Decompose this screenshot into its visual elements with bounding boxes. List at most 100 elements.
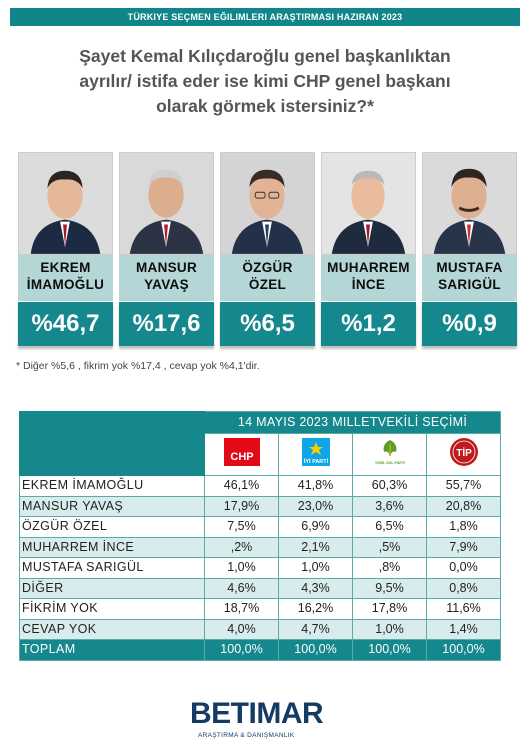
table-cell: 55,7%	[426, 475, 501, 497]
candidate-name-line: EKREM	[40, 260, 91, 275]
candidate-name-line: İMAMOĞLU	[26, 277, 105, 292]
brand-name: BETIMAR	[190, 697, 324, 730]
party-logo-cell: YEŞİL SOL PARTİ	[352, 433, 427, 476]
table-cell: 100,0%	[204, 639, 279, 661]
table-cell: 1,8%	[426, 516, 501, 538]
candidate-percent: %17,6	[119, 302, 214, 346]
table-cell: 11,6%	[426, 598, 501, 620]
row-label: FİKRİM YOK	[19, 598, 205, 620]
candidate-name-line: MUHARREM	[327, 260, 410, 275]
row-label: MUSTAFA SARIGÜL	[19, 557, 205, 579]
table-cell: 4,3%	[278, 577, 353, 599]
candidate-card: EKREM İMAMOĞLU %46,7	[18, 152, 113, 348]
table-cell: 23,0%	[278, 495, 353, 517]
table-cell: 4,6%	[204, 577, 279, 599]
question-line: ayrılır/ istifa eder ise kimi CHP genel …	[79, 71, 451, 91]
table-cell: 1,0%	[204, 557, 279, 579]
candidate-percent: %46,7	[18, 302, 113, 346]
candidate-name-line: YAVAŞ	[144, 277, 189, 292]
table-row: EKREM İMAMOĞLU 46,1% 41,8% 60,3% 55,7%	[19, 475, 501, 497]
person-portrait-icon	[120, 153, 213, 254]
candidate-name-line: MUSTAFA	[436, 260, 503, 275]
table-row: CEVAP YOK 4,0% 4,7% 1,0% 1,4%	[19, 618, 501, 640]
candidate-photo	[321, 152, 416, 255]
table-cell: 100,0%	[278, 639, 353, 661]
candidate-name: MUHARREM İNCE	[321, 255, 416, 301]
tip-logo-icon: TİP	[449, 437, 478, 466]
candidate-name-line: MANSUR	[135, 260, 198, 275]
candidate-photo	[18, 152, 113, 255]
row-label: DİĞER	[19, 577, 205, 599]
question-line: Şayet Kemal Kılıçdaroğlu genel başkanlık…	[79, 46, 451, 66]
candidate-percent: %6,5	[220, 302, 315, 346]
table-cell: 6,9%	[278, 516, 353, 538]
table-cell: 100,0%	[352, 639, 427, 661]
row-label: CEVAP YOK	[19, 618, 205, 640]
party-logo-cell: İYİ PARTİ	[278, 433, 353, 476]
candidate-name: MUSTAFA SARIGÜL	[422, 255, 517, 301]
table-cell: 1,0%	[352, 618, 427, 640]
person-portrait-icon	[221, 153, 314, 254]
table-cell: 9,5%	[352, 577, 427, 599]
table-cell: 7,9%	[426, 536, 501, 558]
betimar-logo: BETIMAR ARAŞTIRMA & DANIŞMANLIK	[180, 697, 350, 743]
row-label: TOPLAM	[19, 639, 205, 661]
candidate-cards: EKREM İMAMOĞLU %46,7 MANSUR YAVAŞ %17,6	[18, 152, 517, 352]
results-table: 14 MAYIS 2023 MILLETVEKİLİ SEÇİMİ CHP İY…	[19, 411, 501, 661]
table-cell: 20,8%	[426, 495, 501, 517]
table-cell: 17,9%	[204, 495, 279, 517]
person-portrait-icon	[423, 153, 516, 254]
party-logo-cell: TİP	[426, 433, 501, 476]
table-cell: 6,5%	[352, 516, 427, 538]
table-cell: 60,3%	[352, 475, 427, 497]
table-row: MUSTAFA SARIGÜL 1,0% 1,0% ,8% 0,0%	[19, 557, 501, 579]
row-label: MUHARREM İNCE	[19, 536, 205, 558]
candidate-card: ÖZGÜR ÖZEL %6,5	[220, 152, 315, 348]
table-cell: 0,0%	[426, 557, 501, 579]
party-logo-cell: CHP	[204, 433, 279, 476]
candidate-percent: %1,2	[321, 302, 416, 346]
candidate-card: MANSUR YAVAŞ %17,6	[119, 152, 214, 348]
table-cell: 0,8%	[426, 577, 501, 599]
table-header-row: 14 MAYIS 2023 MILLETVEKİLİ SEÇİMİ	[19, 411, 501, 476]
table-cell: ,5%	[352, 536, 427, 558]
table-cell: 7,5%	[204, 516, 279, 538]
candidate-name: EKREM İMAMOĞLU	[18, 255, 113, 301]
party-logo-text: İYİ PARTİ	[303, 458, 328, 465]
person-portrait-icon	[19, 153, 112, 254]
table-cell: 4,7%	[278, 618, 353, 640]
question-title: Şayet Kemal Kılıçdaroğlu genel başkanlık…	[20, 44, 510, 119]
table-row: ÖZGÜR ÖZEL 7,5% 6,9% 6,5% 1,8%	[19, 516, 501, 538]
table-cell: ,8%	[352, 557, 427, 579]
candidate-photo	[422, 152, 517, 255]
brand-subtitle: ARAŞTIRMA & DANIŞMANLIK	[198, 732, 295, 739]
candidate-name-line: ÖZGÜR	[242, 260, 293, 275]
party-logo-text: YEŞİL SOL PARTİ	[374, 461, 404, 465]
footnote: * Diğer %5,6 , fikrim yok %17,4 , cevap …	[16, 360, 260, 372]
table-row: MUHARREM İNCE ,2% 2,1% ,5% 7,9%	[19, 536, 501, 558]
row-label: ÖZGÜR ÖZEL	[19, 516, 205, 538]
candidate-photo	[220, 152, 315, 255]
row-label: MANSUR YAVAŞ	[19, 495, 205, 517]
candidate-name-line: ÖZEL	[248, 277, 287, 292]
yesil-sol-logo-icon: YEŞİL SOL PARTİ	[374, 439, 405, 465]
table-title: 14 MAYIS 2023 MILLETVEKİLİ SEÇİMİ	[204, 411, 501, 434]
table-cell: 3,6%	[352, 495, 427, 517]
chp-logo-icon: CHP	[223, 437, 260, 466]
party-logo-row: CHP İYİ PARTİ YEŞİL SOL PARTİ TİP	[20, 433, 501, 476]
table-cell: 16,2%	[278, 598, 353, 620]
table-cell: 18,7%	[204, 598, 279, 620]
party-logo-text: CHP	[230, 451, 253, 463]
candidate-percent: %0,9	[422, 302, 517, 346]
iyi-parti-logo-icon: İYİ PARTİ	[301, 437, 330, 466]
table-cell: 46,1%	[204, 475, 279, 497]
table-cell: 1,4%	[426, 618, 501, 640]
candidate-name-line: SARIGÜL	[438, 277, 501, 292]
candidate-photo	[119, 152, 214, 255]
table-cell: 4,0%	[204, 618, 279, 640]
candidate-card: MUSTAFA SARIGÜL %0,9	[422, 152, 517, 348]
table-corner	[19, 411, 205, 476]
survey-banner: TÜRKIYE SEÇMEN EĞILIMLERI ARAŞTIRMASI HA…	[10, 8, 520, 26]
table-row: DİĞER 4,6% 4,3% 9,5% 0,8%	[19, 577, 501, 599]
table-cell: 17,8%	[352, 598, 427, 620]
